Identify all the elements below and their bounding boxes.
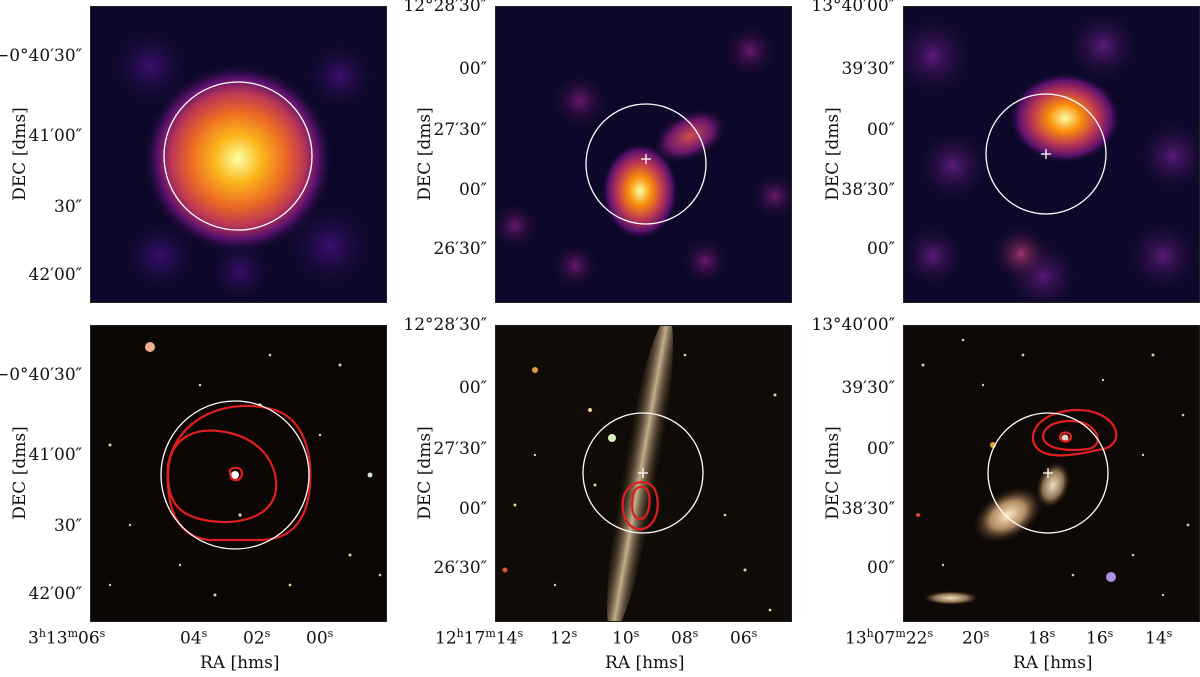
center-marker	[641, 154, 651, 164]
dec-tick: 38′30″	[841, 499, 895, 519]
dec-tick: 41′00″	[28, 126, 82, 146]
ra-axis-label: RA [hms]	[200, 653, 280, 673]
radio-contours	[621, 481, 659, 531]
dec-axis-label: DEC [dms]	[10, 426, 30, 520]
dec-tick: 42′00″	[28, 584, 82, 604]
dec-tick: 27′30″	[433, 120, 487, 140]
beam-circle	[585, 103, 707, 225]
dec-axis-label: DEC [dms]	[415, 426, 435, 520]
dec-axis-label: DEC [dms]	[823, 107, 843, 201]
dec-tick: 00″	[459, 180, 487, 200]
optical-image-3	[903, 325, 1200, 622]
center-marker	[1043, 468, 1053, 478]
ra-tick: 00s	[306, 627, 334, 649]
optical-image-1	[90, 325, 387, 622]
dec-tick: 38′30″	[841, 180, 895, 200]
ra-tick: 14s	[1145, 627, 1173, 649]
radio-map-2	[495, 6, 792, 303]
ra-tick: 18s	[1028, 627, 1056, 649]
ra-tick: 3h13m06s	[28, 627, 106, 649]
ra-axis-label: RA [hms]	[1013, 653, 1093, 673]
dec-axis-label: DEC [dms]	[10, 107, 30, 201]
ra-tick: 13h07m22s	[845, 627, 934, 649]
dec-tick: 30″	[54, 516, 82, 536]
beam-circle	[163, 81, 313, 231]
dec-tick: 41′00″	[28, 445, 82, 465]
ra-tick: 12h17m14s	[435, 627, 524, 649]
dec-tick: −0°40′30″	[0, 365, 82, 385]
ra-tick: 16s	[1086, 627, 1114, 649]
dec-tick: 26′30″	[433, 239, 487, 259]
beam-circle	[985, 93, 1107, 215]
beam-circle	[987, 412, 1109, 534]
dec-tick: 27′30″	[433, 439, 487, 459]
dec-tick: 00″	[867, 558, 895, 578]
ra-tick: 20s	[962, 627, 990, 649]
dec-tick: 00″	[867, 439, 895, 459]
dec-tick: 12°28′30″	[403, 0, 487, 16]
dec-tick: 39′30″	[841, 59, 895, 79]
center-marker	[638, 468, 648, 478]
dec-tick: 00″	[459, 59, 487, 79]
dec-tick: 00″	[867, 120, 895, 140]
ra-tick: 04s	[180, 627, 208, 649]
dec-axis-label: DEC [dms]	[823, 426, 843, 520]
beam-circle	[582, 412, 704, 534]
dec-tick: 30″	[54, 197, 82, 217]
dec-tick: 13°40′00″	[811, 0, 895, 16]
dec-axis-label: DEC [dms]	[415, 107, 435, 201]
dec-tick: 12°28′30″	[403, 315, 487, 335]
ra-tick: 10s	[612, 627, 640, 649]
dec-tick: 00″	[459, 499, 487, 519]
center-marker	[1041, 149, 1051, 159]
optical-image-2	[495, 325, 792, 622]
radio-map-3	[903, 6, 1200, 303]
dec-tick: 26′30″	[433, 558, 487, 578]
ra-tick: 06s	[730, 627, 758, 649]
dec-tick: 00″	[459, 378, 487, 398]
ra-tick: 02s	[243, 627, 271, 649]
ra-axis-label: RA [hms]	[605, 653, 685, 673]
radio-map-1	[90, 6, 387, 303]
dec-tick: 39′30″	[841, 378, 895, 398]
ra-tick: 08s	[671, 627, 699, 649]
ra-tick: 12s	[550, 627, 578, 649]
dec-tick: 13°40′00″	[811, 315, 895, 335]
dec-tick: 42′00″	[28, 265, 82, 285]
dec-tick: −0°40′30″	[0, 46, 82, 66]
dec-tick: 00″	[867, 239, 895, 259]
beam-circle	[160, 400, 310, 550]
